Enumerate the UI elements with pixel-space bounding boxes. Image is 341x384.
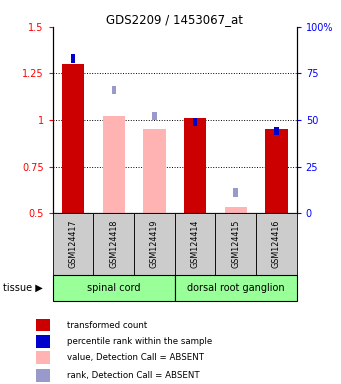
Text: GSM124416: GSM124416 (272, 220, 281, 268)
Text: dorsal root ganglion: dorsal root ganglion (187, 283, 284, 293)
Bar (224, 207, 247, 213)
Text: GSM124415: GSM124415 (231, 220, 240, 268)
Bar (256, 213, 297, 275)
Bar (36, 335, 50, 348)
Bar (175, 213, 216, 275)
Text: GSM124414: GSM124414 (191, 220, 199, 268)
Bar (53, 275, 175, 301)
Bar (93, 213, 134, 275)
Bar (175, 275, 297, 301)
Bar (36, 369, 50, 382)
Text: percentile rank within the sample: percentile rank within the sample (67, 337, 212, 346)
Bar (274, 127, 279, 136)
Bar (234, 189, 238, 197)
Text: spinal cord: spinal cord (87, 283, 140, 293)
Bar (216, 213, 256, 275)
Bar (71, 55, 75, 63)
Text: GSM124417: GSM124417 (69, 220, 78, 268)
Bar (112, 86, 116, 94)
Bar (193, 118, 197, 126)
Bar (62, 64, 84, 213)
Bar (265, 129, 287, 213)
Text: rank, Detection Call = ABSENT: rank, Detection Call = ABSENT (67, 371, 200, 380)
Bar (36, 319, 50, 331)
Text: tissue ▶: tissue ▶ (3, 283, 43, 293)
Bar (53, 213, 93, 275)
Bar (152, 112, 157, 121)
Bar (103, 116, 125, 213)
Bar (134, 213, 175, 275)
Bar (36, 351, 50, 364)
Title: GDS2209 / 1453067_at: GDS2209 / 1453067_at (106, 13, 243, 26)
Text: GSM124418: GSM124418 (109, 220, 118, 268)
Text: GSM124419: GSM124419 (150, 220, 159, 268)
Bar (143, 129, 166, 213)
Text: value, Detection Call = ABSENT: value, Detection Call = ABSENT (67, 353, 204, 362)
Bar (184, 118, 206, 213)
Text: transformed count: transformed count (67, 321, 148, 329)
